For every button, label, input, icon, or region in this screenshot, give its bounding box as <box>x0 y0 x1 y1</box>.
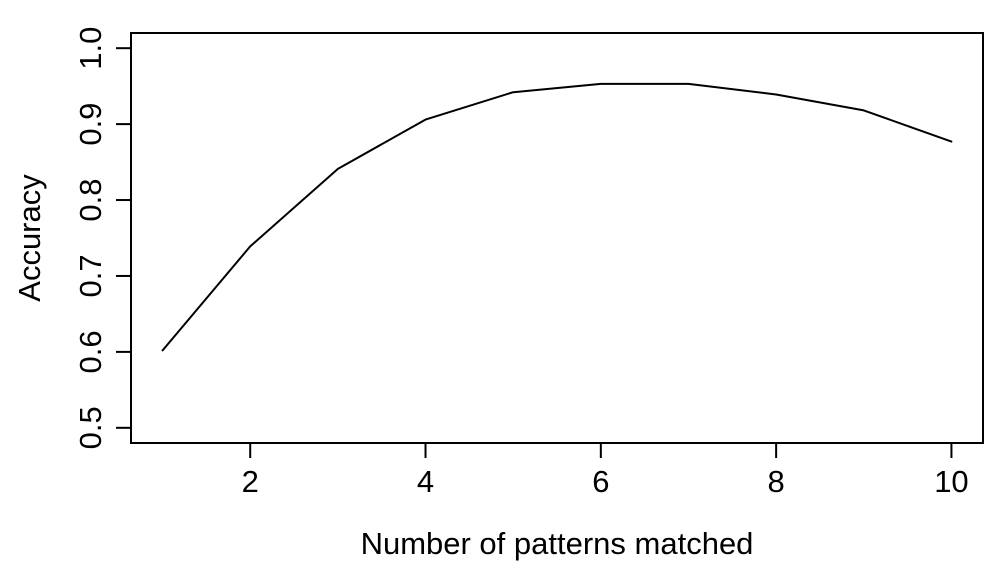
x-tick-label: 2 <box>242 464 259 499</box>
y-tick-label: 0.9 <box>73 103 108 146</box>
x-tick-label: 4 <box>417 464 434 499</box>
y-tick-label: 0.6 <box>73 330 108 373</box>
x-tick-label: 8 <box>768 464 785 499</box>
x-axis-title: Number of patterns matched <box>361 526 754 561</box>
data-line <box>161 82 953 352</box>
y-axis-title: Accuracy <box>12 174 47 302</box>
y-tick-label: 0.7 <box>73 254 108 297</box>
plot-border <box>130 32 984 444</box>
y-tick-label: 1.0 <box>73 27 108 70</box>
y-tick-label: 0.5 <box>73 406 108 449</box>
y-tick-label: 0.8 <box>73 178 108 221</box>
x-tick-label: 10 <box>934 464 968 499</box>
x-tick-label: 6 <box>592 464 609 499</box>
